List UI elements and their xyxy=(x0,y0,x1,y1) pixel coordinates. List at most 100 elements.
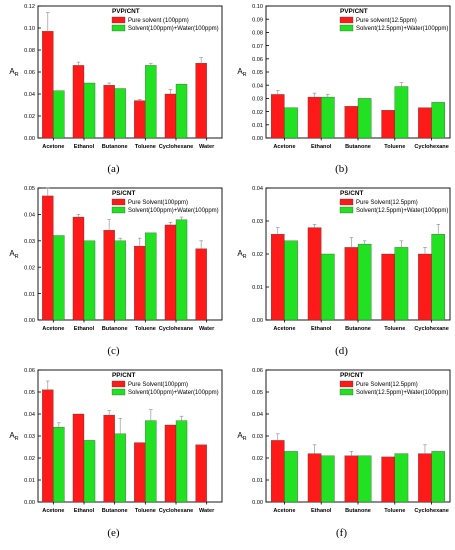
x-tick-label: Ethanol xyxy=(311,326,332,332)
y-tick-label: 0.02 xyxy=(24,114,35,120)
bar-water xyxy=(175,420,188,503)
chart-a: 0.00 0.02 0.04 0.06 0.08 0.10 0.12 AR Acetone Eth… xyxy=(9,4,223,150)
bar-pure xyxy=(418,453,432,503)
y-tick-label: 0.12 xyxy=(24,4,35,10)
bar-pure xyxy=(344,455,359,503)
x-tick-label: Acetone xyxy=(273,326,295,332)
legend-label: Solvent(100ppm)+Water(100ppm) xyxy=(128,390,219,396)
x-tick-label: Ethanol xyxy=(74,326,95,332)
y-tick-label: 0.07 xyxy=(252,44,263,50)
bar-pure xyxy=(418,107,432,139)
bar-pure xyxy=(418,253,432,321)
y-tick-label: 0.03 xyxy=(252,434,263,440)
y-tick-label: 0.06 xyxy=(24,368,35,374)
y-tick-label: 0.04 xyxy=(252,186,263,192)
y-tick-label: 0.10 xyxy=(24,26,35,32)
bar-pure xyxy=(344,106,359,139)
chart-panel-f: 0.00 0.01 0.02 0.03 0.04 0.05 0.06 AR Acetone Eth… xyxy=(228,364,455,544)
bar-pure xyxy=(103,85,115,139)
x-tick-label: Acetone xyxy=(42,326,64,332)
y-tick-label: 0.02 xyxy=(24,456,35,462)
panel-caption-d: (d) xyxy=(335,345,348,357)
bar-pure xyxy=(134,100,146,139)
bar-water xyxy=(431,234,445,321)
y-tick-label: 0.08 xyxy=(252,31,263,37)
y-tick-label: 0.00 xyxy=(252,318,263,324)
panel-caption-f: (f) xyxy=(336,527,347,539)
y-tick-label: 0.05 xyxy=(24,390,35,396)
legend-swatch xyxy=(111,206,126,214)
chart-title: PS/CNT xyxy=(340,190,364,197)
y-tick-label: 0.03 xyxy=(252,97,263,103)
legend-label: Solvent(12.5ppm)+Water(100ppm) xyxy=(356,26,448,32)
chart-title: PP/CNT xyxy=(340,372,364,379)
y-tick-label: 0.02 xyxy=(24,265,35,271)
y-tick-label: 0.00 xyxy=(252,500,263,506)
bar-pure xyxy=(103,414,115,503)
x-tick-label: Toluene xyxy=(135,144,156,150)
chart-b: 0.00 0.01 0.02 0.03 0.04 0.05 0.06 0.07 0.08 0.09… xyxy=(237,4,451,150)
y-tick-label: 0.01 xyxy=(24,478,35,484)
x-tick-label: Cyclohexane xyxy=(159,326,194,332)
bar-pure xyxy=(271,94,285,139)
chart-panel-a: 0.00 0.02 0.04 0.06 0.08 0.10 0.12 AR Acetone Eth… xyxy=(0,0,227,180)
bar-water xyxy=(284,451,298,503)
x-tick-label: Cyclohexane xyxy=(159,144,194,150)
x-tick-label: Acetone xyxy=(42,144,64,150)
x-tick-label: Butanone xyxy=(345,508,371,514)
bar-water xyxy=(145,232,157,321)
chart-title: PP/CNT xyxy=(112,372,136,379)
y-tick-label: 0.00 xyxy=(24,500,35,506)
bar-pure xyxy=(271,234,285,321)
y-tick-label: 0.02 xyxy=(252,110,263,116)
chart-f: 0.00 0.01 0.02 0.03 0.04 0.05 0.06 AR Acetone Eth… xyxy=(237,368,451,514)
bar-pure xyxy=(42,195,54,321)
legend-swatch xyxy=(111,198,126,206)
bar-pure xyxy=(134,442,146,503)
y-tick-label: 0.06 xyxy=(24,70,35,76)
x-tick-label: Ethanol xyxy=(74,508,95,514)
y-tick-label: 0.00 xyxy=(24,318,35,324)
legend-swatch xyxy=(111,16,126,24)
bar-water xyxy=(357,98,372,139)
x-tick-label: Water xyxy=(199,144,215,150)
y-axis-label: AR xyxy=(9,67,18,78)
bar-water xyxy=(394,86,409,139)
y-tick-label: 0.03 xyxy=(252,219,263,225)
bar-pure xyxy=(381,253,395,321)
y-tick-label: 0.10 xyxy=(252,4,263,10)
bar-pure xyxy=(72,216,85,321)
legend-label: Solvent(12.5ppm)+Water(100ppm) xyxy=(356,390,448,396)
bar-pure xyxy=(381,110,395,139)
bar-pure xyxy=(195,444,207,503)
y-tick-label: 0.01 xyxy=(252,285,263,291)
bar-pure xyxy=(164,93,177,139)
chart-panel-e: 0.00 0.01 0.02 0.03 0.04 0.05 0.06 AR Acetone Eth… xyxy=(0,364,227,544)
y-axis-label: AR xyxy=(9,249,18,260)
legend-swatch xyxy=(111,24,126,32)
x-tick-label: Water xyxy=(199,508,215,514)
panel-caption-e: (e) xyxy=(107,527,120,539)
bar-pure xyxy=(164,224,177,321)
legend-swatch xyxy=(339,388,354,396)
bar-water xyxy=(145,420,157,503)
y-tick-label: 0.00 xyxy=(24,136,35,142)
legend-label: Pure solvent (100ppm) xyxy=(128,18,189,24)
y-tick-label: 0.03 xyxy=(24,239,35,245)
x-tick-label: Water xyxy=(199,326,215,332)
x-tick-label: Butanone xyxy=(102,326,128,332)
chart-panel-b: 0.00 0.01 0.02 0.03 0.04 0.05 0.06 0.07 0.08 0.09… xyxy=(228,0,455,180)
y-axis-label: AR xyxy=(237,67,246,78)
bar-water xyxy=(83,240,96,321)
x-tick-label: Toluene xyxy=(135,508,156,514)
y-tick-label: 0.04 xyxy=(252,83,263,89)
bar-water xyxy=(431,102,445,139)
y-axis-label: AR xyxy=(237,249,246,260)
x-tick-label: Acetone xyxy=(273,144,295,150)
bar-water xyxy=(284,107,298,139)
legend-label: Solvent(100ppm)+Water(100ppm) xyxy=(128,26,219,32)
bar-water xyxy=(83,440,96,503)
x-tick-label: Cyclohexane xyxy=(414,144,449,150)
y-axis-label: AR xyxy=(237,431,246,442)
legend-label: Solvent(12.5ppm)+Water(100ppm) xyxy=(356,208,448,214)
